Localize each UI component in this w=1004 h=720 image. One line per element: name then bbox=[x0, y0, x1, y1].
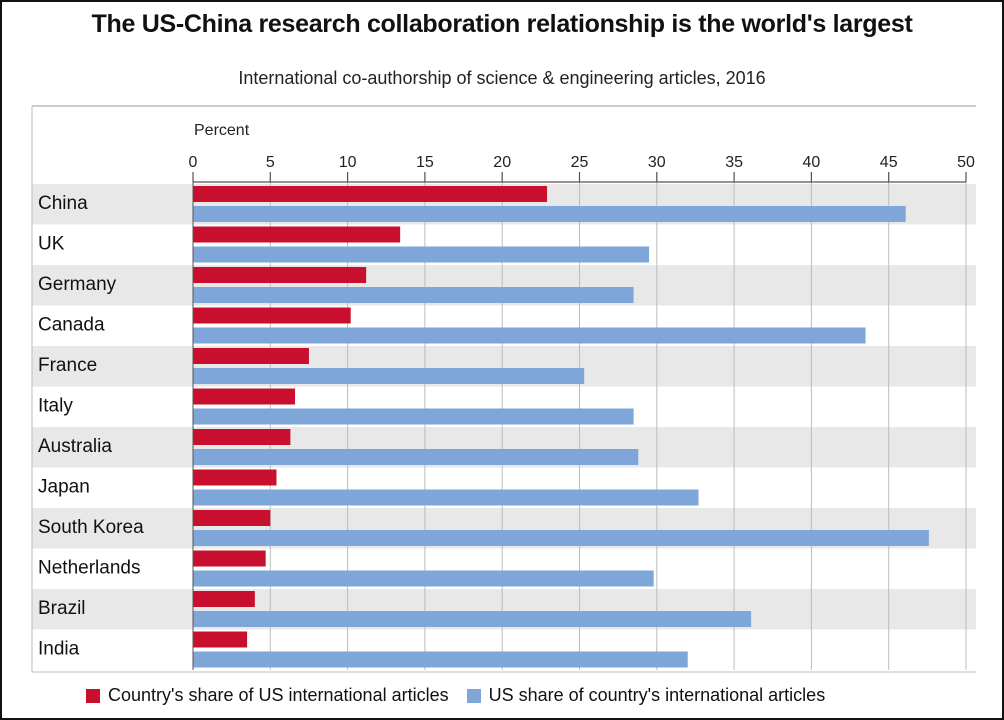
tick-label: 15 bbox=[416, 154, 434, 171]
category-label: South Korea bbox=[38, 517, 144, 538]
bar-blue bbox=[193, 449, 639, 465]
bar-blue bbox=[193, 530, 929, 546]
tick-label: 25 bbox=[571, 154, 589, 171]
bars bbox=[193, 186, 929, 668]
category-label: Canada bbox=[38, 315, 105, 336]
category-label: India bbox=[38, 639, 80, 660]
tick-label: 10 bbox=[339, 154, 357, 171]
category-label: Netherlands bbox=[38, 558, 140, 579]
legend-item-series-2: US share of country's international arti… bbox=[466, 685, 826, 706]
category-label: UK bbox=[38, 234, 65, 255]
legend-swatch-red bbox=[86, 688, 100, 703]
category-label: France bbox=[38, 355, 97, 376]
chart-subtitle: International co-authorship of science &… bbox=[238, 68, 766, 88]
bar-red bbox=[193, 469, 277, 486]
bar-blue bbox=[193, 246, 650, 263]
bar-red bbox=[193, 510, 271, 526]
bar-blue bbox=[193, 287, 634, 303]
bar-red bbox=[193, 631, 248, 648]
tick-label: 30 bbox=[648, 154, 666, 171]
bar-blue bbox=[193, 570, 654, 587]
chart-title: The US-China research collaboration rela… bbox=[91, 10, 913, 38]
bar-red bbox=[193, 429, 291, 445]
category-label: Italy bbox=[38, 396, 73, 417]
bar-red bbox=[193, 388, 296, 405]
tick-label: 40 bbox=[803, 154, 821, 171]
tick-label: 5 bbox=[266, 154, 275, 171]
bar-blue bbox=[193, 489, 699, 506]
legend-item-series-1: Country's share of US international arti… bbox=[86, 685, 449, 706]
legend: Country's share of US international arti… bbox=[86, 685, 843, 706]
tick-label: 20 bbox=[493, 154, 511, 171]
legend-swatch-blue bbox=[466, 688, 481, 703]
legend-label-series-2: US share of country's international arti… bbox=[488, 685, 826, 705]
tick-label: 35 bbox=[725, 154, 743, 171]
bar-red bbox=[193, 550, 266, 567]
bar-red bbox=[193, 348, 309, 364]
x-axis-title: Percent bbox=[194, 122, 250, 139]
category-label: Brazil bbox=[38, 598, 86, 619]
bar-red bbox=[193, 591, 255, 607]
bar-blue bbox=[193, 408, 634, 425]
category-label: Germany bbox=[38, 274, 117, 295]
bar-blue bbox=[193, 206, 906, 222]
bar-blue bbox=[193, 368, 585, 384]
category-labels: China UK Germany Canada France Italy Australia… bbox=[38, 193, 144, 660]
tick-label: 45 bbox=[880, 154, 898, 171]
category-label: Japan bbox=[38, 477, 90, 498]
bar-red bbox=[193, 267, 367, 283]
tick-label: 0 bbox=[189, 154, 198, 171]
bar-red bbox=[193, 307, 351, 324]
category-label: China bbox=[38, 193, 88, 214]
legend-label-series-1: Country's share of US international arti… bbox=[108, 685, 449, 705]
category-label: Australia bbox=[38, 436, 112, 457]
bar-red bbox=[193, 226, 401, 243]
tick-label: 50 bbox=[957, 154, 975, 171]
bar-red bbox=[193, 186, 548, 202]
bar-blue bbox=[193, 327, 866, 344]
bar-blue bbox=[193, 611, 752, 627]
bar-blue bbox=[193, 651, 688, 668]
x-axis: 0 5 10 15 20 25 30 35 40 45 50 Percent bbox=[31, 105, 976, 673]
